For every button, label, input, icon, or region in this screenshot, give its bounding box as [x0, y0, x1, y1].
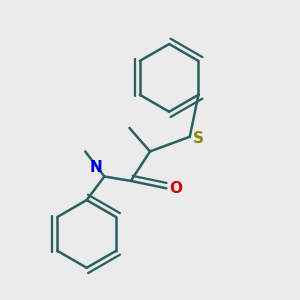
- Text: N: N: [89, 160, 102, 175]
- Text: S: S: [193, 131, 204, 146]
- Text: O: O: [170, 181, 183, 196]
